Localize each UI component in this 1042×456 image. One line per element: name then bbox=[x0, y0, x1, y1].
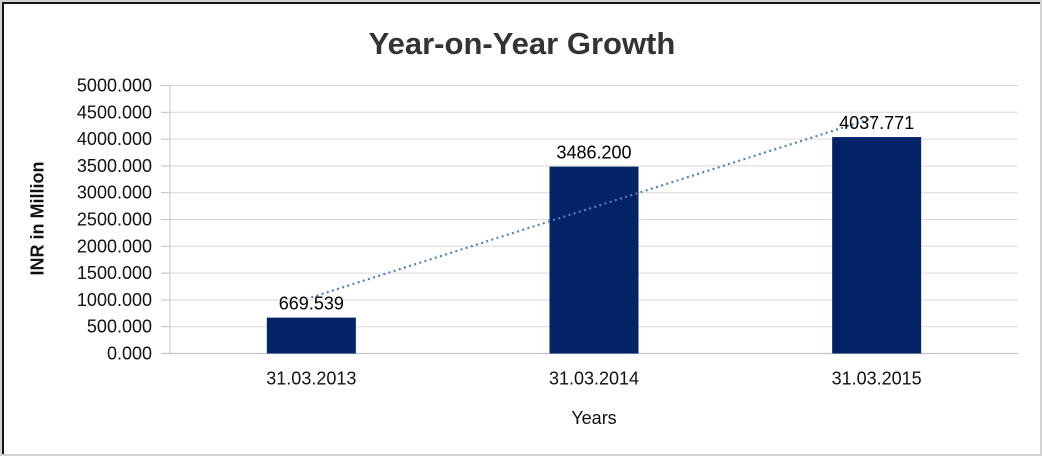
x-category-label: 31.03.2015 bbox=[832, 369, 922, 389]
y-tick-label: 4500.000 bbox=[77, 102, 152, 122]
y-tick-label: 2500.000 bbox=[77, 210, 152, 230]
x-category-label: 31.03.2013 bbox=[266, 369, 356, 389]
y-tick-label: 4000.000 bbox=[77, 129, 152, 149]
bar-31.03.2013 bbox=[266, 317, 356, 354]
y-tick-label: 5000.000 bbox=[77, 76, 152, 96]
x-axis-title: Years bbox=[571, 408, 617, 428]
y-tick-label: 1000.000 bbox=[77, 290, 152, 310]
chart-title: Year-on-Year Growth bbox=[368, 26, 676, 61]
y-tick-label: 500.000 bbox=[87, 317, 152, 337]
y-tick-label: 2000.000 bbox=[77, 236, 152, 256]
bar-data-label: 669.539 bbox=[279, 294, 344, 314]
bar-31.03.2015 bbox=[832, 137, 922, 354]
bar-31.03.2014 bbox=[549, 166, 639, 354]
bar-data-label: 4037.771 bbox=[839, 113, 914, 133]
x-category-label: 31.03.2014 bbox=[549, 369, 639, 389]
y-tick-label: 0.000 bbox=[107, 344, 152, 364]
y-tick-label: 3500.000 bbox=[77, 156, 152, 176]
bar-data-label: 3486.200 bbox=[556, 143, 631, 163]
bar-chart-plot: 0.000 500.000 1000.000 1500.000 2000.000 2500… bbox=[77, 76, 1018, 389]
y-tick-label: 1500.000 bbox=[77, 263, 152, 283]
trendline bbox=[310, 115, 878, 299]
y-tick-label: 3000.000 bbox=[77, 183, 152, 203]
